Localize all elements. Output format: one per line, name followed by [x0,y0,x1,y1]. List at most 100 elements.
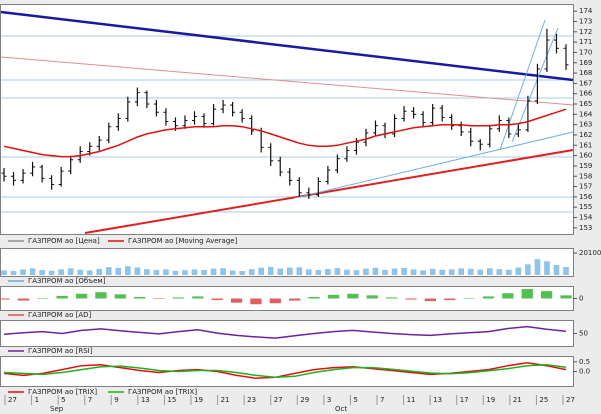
bar [125,266,131,275]
legend-label: ГАЗПРОМ ao [Объем] [28,277,106,285]
bar [401,268,407,275]
x-tick-label: 21 [513,396,522,404]
legend-label: ГАЗПРОМ ao [TRIX] [28,388,97,396]
y-tick-label: 159 [579,162,592,170]
bar [363,268,369,275]
bar [521,289,533,299]
bar [391,268,398,275]
x-tick-label: 5 [353,396,357,404]
x-tick-label: 29 [300,396,309,404]
legend-label: ГАЗПРОМ ao [AD] [28,311,92,319]
x-tick-label: 5 [61,396,65,404]
bar [486,268,493,275]
bar [134,296,146,299]
bar [544,261,550,275]
bar [424,298,436,302]
bar [525,264,531,275]
bar [56,295,68,299]
bar [553,265,560,275]
legend-label: ГАЗПРОМ ao [RSI] [28,347,93,355]
y-tick-label: 173 [579,17,592,25]
bar [334,268,341,275]
legend-label: ГАЗПРОМ ao [Цена] [28,237,100,245]
bar [239,270,245,275]
bar [29,268,36,275]
y-tick-label: 158 [579,172,592,180]
month-label: Sep [50,405,64,413]
y-tick-label: 0.5 [579,358,590,366]
bar [210,268,217,275]
x-tick-label: 27 [566,396,575,404]
bar [458,268,465,275]
bar [267,266,274,275]
y-tick-label: 169 [579,59,592,67]
y-tick-label: 170 [579,48,592,56]
y-tick-label: 20100 [579,249,601,257]
y-tick-label: 172 [579,28,592,36]
levels [1,35,573,213]
bar [502,293,514,299]
bar [560,295,572,299]
bar [467,268,474,275]
bar [344,269,350,275]
bar [248,269,255,275]
y-tick-label: 161 [579,141,592,149]
bar [439,269,445,275]
price-panel [0,4,574,235]
bar [77,269,84,275]
y-tick-label: 0 [579,295,583,303]
y-tick-label: 0.0 [579,368,590,376]
bar [191,269,198,275]
bar [448,269,455,275]
legend-label: ГАЗПРОМ ao [Moving Average] [128,237,238,245]
bar [289,298,301,301]
y-tick-label: 164 [579,110,593,118]
bar [444,298,456,301]
trend-lines [0,10,574,234]
y-tick-label: 166 [579,90,593,98]
bar [463,297,475,299]
bar [327,294,340,299]
bar [211,298,223,301]
bar [496,269,503,275]
bar [48,270,55,275]
x-tick-label: 13 [433,396,442,404]
x-tick-label: 17 [460,396,469,404]
bar [258,267,264,275]
bar [134,267,141,275]
bar [286,267,293,275]
bar [515,267,522,275]
bar [67,268,74,275]
bar [420,270,426,275]
bar [20,269,26,275]
bar [192,296,204,299]
x-tick-label: 27 [274,396,283,404]
bar [220,268,226,275]
x-tick-label: 3 [327,396,331,404]
x-tick-label: 19 [486,396,495,404]
x-tick-label: 23 [247,396,256,404]
bar [39,270,45,275]
bar [172,270,179,275]
series-line [3,325,567,339]
y-tick-label: 157 [579,183,592,191]
y-tick-label: 162 [579,131,592,139]
bar [153,269,160,275]
bar [10,270,17,275]
bar [347,293,359,299]
bar [315,269,322,275]
y-tick-label: 171 [579,38,592,46]
bar [182,270,188,275]
bar [477,269,484,275]
bar [563,267,569,275]
bar [153,298,165,300]
bar [382,269,388,275]
bar [353,270,360,275]
x-tick-label: 25 [539,396,548,404]
bar [114,294,126,299]
bar [372,267,379,275]
bar [95,292,107,299]
bar [75,293,88,299]
bar [306,269,312,275]
bar [366,295,378,299]
